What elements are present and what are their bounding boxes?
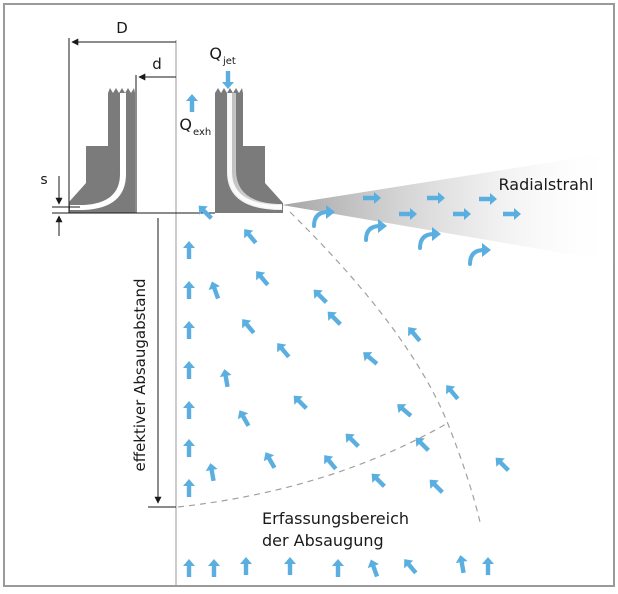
flow-arrow-icon [332, 559, 344, 577]
label-s: s [40, 172, 47, 188]
flow-arrow-icon [284, 557, 296, 575]
flow-arrow-icon [208, 281, 221, 300]
flow-arrow-icon [244, 229, 258, 245]
flow-arrow-icon [429, 479, 444, 494]
dimension-s: s [40, 172, 80, 236]
flow-arrow-icon [219, 369, 232, 388]
flow-arrow-icon [237, 410, 251, 427]
flow-arrow-icon [242, 319, 256, 335]
capture-area-boundary [177, 211, 481, 523]
flow-arrow-icon [427, 192, 445, 204]
q-exh-symbol: Q [179, 115, 192, 134]
label-capture-area-line2: der Absaugung [262, 531, 384, 550]
flow-arrows [183, 71, 521, 578]
flow-arrow-icon [240, 557, 252, 575]
flow-arrow-icon [482, 557, 494, 575]
flow-arrow-icon [345, 433, 360, 448]
flow-arrow-icon [453, 208, 471, 220]
flow-arrow-icon [327, 311, 342, 326]
label-radial-jet: Radialstrahl [499, 175, 594, 194]
flow-arrow-icon [208, 559, 220, 577]
q-jet-symbol: Q [209, 44, 222, 63]
nozzle-left-half [69, 88, 135, 213]
label-effective-distance: effektiver Absaugabstand [131, 278, 149, 471]
dimension-d: d [135, 55, 176, 213]
flow-arrow-icon [277, 343, 291, 359]
flow-arrow-icon [446, 385, 460, 401]
flow-arrow-icon [363, 192, 381, 204]
flow-arrow-icon [479, 193, 497, 205]
flow-arrow-icon [408, 327, 422, 343]
flow-arrow-icon [503, 208, 521, 220]
flow-arrow-icon [183, 321, 195, 339]
dimension-effective-distance: effektiver Absaugabstand [131, 218, 176, 508]
flow-arrow-icon [404, 559, 418, 575]
flow-arrow-icon [263, 452, 277, 469]
label-q-exh: Q exh [179, 115, 211, 138]
flow-arrow-icon [455, 555, 468, 574]
label-d: d [152, 55, 162, 73]
flow-arrow-icon [324, 455, 338, 471]
flow-arrow-icon [198, 205, 213, 220]
svg-text:Q: Q [179, 115, 192, 134]
flow-arrow-icon [293, 395, 308, 410]
q-exh-subscript: exh [193, 127, 211, 138]
flow-arrow-icon [183, 559, 195, 577]
flow-arrow-icon [205, 463, 218, 482]
radial-jet-cone [282, 152, 616, 262]
q-jet-subscript: jet [222, 56, 236, 67]
flow-arrow-icon [186, 94, 198, 112]
flow-arrow-icon [363, 352, 379, 366]
label-D: D [116, 19, 128, 37]
svg-text:Q: Q [209, 44, 222, 63]
flow-arrow-icon [313, 289, 328, 304]
flow-arrow-icon [495, 457, 510, 472]
flow-arrow-icon [371, 473, 386, 488]
label-capture-area-line1: Erfassungsbereich [262, 509, 409, 528]
label-q-jet: Q jet [209, 44, 236, 67]
flow-arrow-icon [399, 208, 417, 220]
flow-arrow-icon [183, 479, 195, 497]
curved-flow-arrow-icon [468, 243, 491, 266]
flow-arrow-icon [256, 271, 270, 287]
flow-arrow-icon [183, 241, 195, 259]
nozzle-right-half [215, 88, 283, 213]
flow-arrow-icon [183, 401, 195, 419]
flow-arrow-icon [397, 404, 413, 418]
flow-arrow-icon [222, 71, 234, 89]
curved-flow-arrow-icon [364, 219, 387, 242]
frame-border [3, 3, 615, 587]
flow-arrow-icon [183, 439, 195, 457]
curved-flow-arrow-icon [312, 205, 335, 228]
flow-arrow-icon [415, 437, 430, 452]
curved-flow-arrow-icon [418, 227, 441, 250]
dimension-D: D [68, 19, 176, 213]
curved-flow-arrows [312, 205, 491, 266]
flow-arrow-icon [183, 281, 195, 299]
flow-arrow-icon [367, 559, 380, 578]
flow-arrow-icon [183, 361, 195, 379]
